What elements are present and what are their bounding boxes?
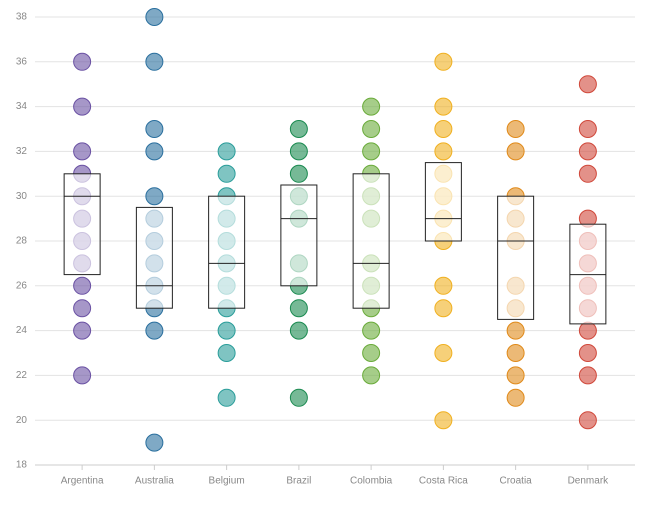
dot [217,142,236,161]
dot [506,366,525,385]
dot [145,433,164,452]
dot [145,321,164,340]
dot [73,366,92,385]
dot [289,120,308,138]
dot [506,344,525,362]
dot [578,164,597,183]
dot [217,321,236,340]
dot [506,388,525,407]
dot [434,142,453,161]
y-tick-label: 26 [16,280,28,291]
dot [578,344,597,362]
dot [289,299,308,318]
y-tick-label: 30 [16,191,28,202]
box [569,223,607,325]
box [352,173,390,309]
dot [145,52,164,71]
box [497,195,535,320]
x-tick-label: Croatia [500,476,533,487]
dot [506,142,525,161]
y-tick-label: 28 [16,236,28,247]
dot [578,75,597,94]
dot [217,344,236,362]
dot [289,164,308,183]
dot [578,321,597,340]
y-tick-label: 34 [16,101,28,112]
dot [217,164,236,183]
y-tick-label: 38 [16,12,28,23]
y-tick-label: 32 [16,146,28,157]
dot [289,142,308,161]
dot [578,411,597,430]
x-tick-label: Colombia [350,476,393,487]
dot [73,299,92,318]
dot [217,388,236,407]
dot [434,120,453,138]
dot [145,8,164,26]
dot [506,120,525,138]
x-tick-label: Brazil [286,476,311,487]
dot [289,321,308,340]
dot [73,276,92,295]
y-tick-label: 20 [16,415,28,426]
dot [73,97,92,116]
dot [434,52,453,71]
x-tick-label: Costa Rica [419,476,468,487]
box [135,206,173,309]
dot [434,97,453,116]
dot [73,321,92,340]
dot [434,411,453,430]
dot [362,142,381,161]
dot [362,344,381,362]
dot [578,142,597,161]
box [280,184,318,287]
dot [362,321,381,340]
dot [434,299,453,318]
y-tick-label: 18 [16,460,28,471]
dot [434,344,453,362]
y-tick-label: 22 [16,370,28,381]
box [63,173,101,276]
box [208,195,246,309]
dot [578,366,597,385]
dot [362,97,381,116]
x-tick-label: Denmark [568,476,610,487]
dot [145,120,164,138]
box [424,162,462,242]
x-tick-label: Australia [135,476,174,487]
x-tick-label: Argentina [61,476,104,487]
y-tick-label: 36 [16,56,28,67]
dot [506,321,525,340]
x-tick-label: Belgium [209,476,245,487]
dot [578,120,597,138]
dot [145,142,164,161]
dot [434,276,453,295]
dot [145,187,164,206]
dot [362,120,381,138]
dot [73,52,92,71]
dot [289,388,308,407]
dot [362,366,381,385]
dot [73,142,92,161]
y-tick-label: 24 [16,325,28,336]
